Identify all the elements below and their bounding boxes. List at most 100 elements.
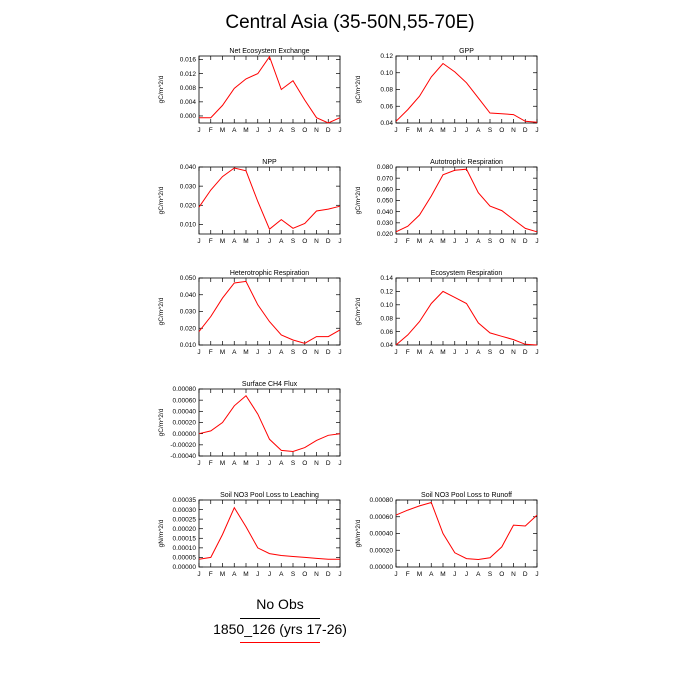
x-tick-label: J [197, 127, 200, 134]
y-tick-label: 0.00040 [173, 409, 197, 416]
x-tick-label: J [465, 349, 468, 356]
plot-frame [395, 277, 538, 346]
legend-label-obs: No Obs [256, 596, 304, 612]
x-tick-label: A [232, 349, 237, 356]
x-tick-label: A [476, 349, 481, 356]
x-tick-label: S [291, 460, 296, 467]
y-tick-label: 0.10 [380, 302, 393, 309]
y-tick-label: 0.050 [180, 275, 197, 282]
x-tick-label: M [243, 349, 248, 356]
x-tick-label: S [291, 349, 296, 356]
x-tick-label: J [535, 127, 538, 134]
x-tick-label: O [499, 571, 504, 578]
x-tick-label: J [197, 349, 200, 356]
y-axis-label: gC/m^2/d [158, 408, 165, 436]
x-tick-label: F [209, 460, 213, 467]
x-tick-label: J [268, 571, 271, 578]
panel-title: NPP [262, 159, 277, 166]
x-tick-label: J [394, 238, 397, 245]
x-tick-label: J [535, 238, 538, 245]
x-tick-label: J [338, 238, 341, 245]
plot-frame [198, 166, 341, 235]
y-axis-label: gC/m^2/d [158, 297, 165, 325]
x-tick-label: N [314, 127, 319, 134]
x-tick-label: J [453, 349, 456, 356]
x-tick-label: N [511, 349, 516, 356]
x-tick-label: D [326, 571, 331, 578]
y-tick-label: 0.00035 [173, 497, 197, 504]
x-tick-label: N [314, 460, 319, 467]
y-tick-label: 0.00000 [173, 564, 197, 571]
y-tick-label: 0.04 [380, 120, 393, 127]
series-line [198, 506, 340, 560]
plot-frame [395, 55, 538, 124]
x-tick-label: A [232, 460, 237, 467]
page-title: Central Asia (35-50N,55-70E) [225, 12, 475, 33]
x-tick-label: M [417, 127, 422, 134]
x-tick-label: M [220, 127, 225, 134]
x-tick-label: D [326, 127, 331, 134]
x-tick-label: A [429, 349, 434, 356]
y-tick-label: 0.050 [377, 198, 394, 205]
x-tick-label: D [326, 460, 331, 467]
x-tick-label: D [523, 127, 528, 134]
x-tick-label: J [465, 127, 468, 134]
x-tick-label: J [256, 238, 259, 245]
x-tick-label: J [535, 571, 538, 578]
x-tick-label: D [523, 349, 528, 356]
x-tick-label: J [268, 460, 271, 467]
x-tick-label: M [243, 127, 248, 134]
y-tick-label: 0.12 [380, 53, 393, 60]
x-tick-label: O [302, 349, 307, 356]
y-tick-label: 0.004 [180, 99, 197, 106]
x-tick-label: N [511, 571, 516, 578]
plot-frame [198, 277, 341, 346]
x-tick-label: M [417, 571, 422, 578]
x-tick-label: M [220, 349, 225, 356]
x-tick-label: J [338, 571, 341, 578]
y-tick-label: 0.020 [180, 202, 197, 209]
plot-frame [395, 499, 538, 568]
y-tick-label: 0.06 [380, 103, 393, 110]
x-tick-label: N [314, 349, 319, 356]
x-tick-label: A [429, 127, 434, 134]
x-tick-label: J [453, 571, 456, 578]
x-tick-label: M [417, 349, 422, 356]
y-tick-label: 0.030 [180, 183, 197, 190]
x-tick-label: D [326, 349, 331, 356]
x-tick-label: N [511, 238, 516, 245]
plot-frame [198, 388, 341, 457]
panel-title: Net Ecosystem Exchange [229, 48, 309, 55]
x-tick-label: M [440, 349, 445, 356]
y-tick-label: -0.00040 [170, 453, 196, 460]
x-tick-label: M [220, 460, 225, 467]
y-tick-label: 0.00020 [173, 420, 197, 427]
x-tick-label: D [523, 571, 528, 578]
series-line [395, 62, 538, 123]
y-tick-label: 0.00060 [370, 514, 394, 521]
x-tick-label: A [279, 571, 284, 578]
x-tick-label: J [453, 238, 456, 245]
x-tick-label: A [476, 238, 481, 245]
x-tick-label: A [279, 460, 284, 467]
x-tick-label: J [465, 238, 468, 245]
panel-title: GPP [459, 48, 474, 55]
y-tick-label: 0.012 [180, 71, 197, 78]
x-tick-label: F [406, 571, 410, 578]
x-tick-label: J [453, 127, 456, 134]
y-tick-label: 0.010 [180, 342, 197, 349]
x-tick-label: J [268, 349, 271, 356]
x-tick-label: J [197, 460, 200, 467]
y-tick-label: -0.00020 [170, 442, 196, 449]
x-tick-label: J [256, 349, 259, 356]
x-tick-label: O [302, 238, 307, 245]
x-tick-label: O [499, 238, 504, 245]
x-tick-label: F [406, 349, 410, 356]
y-tick-label: 0.00000 [370, 564, 394, 571]
x-tick-label: F [209, 238, 213, 245]
y-tick-label: 0.00025 [173, 516, 197, 523]
x-tick-label: D [326, 238, 331, 245]
y-tick-label: 0.08 [380, 87, 393, 94]
plot-frame [198, 55, 341, 124]
